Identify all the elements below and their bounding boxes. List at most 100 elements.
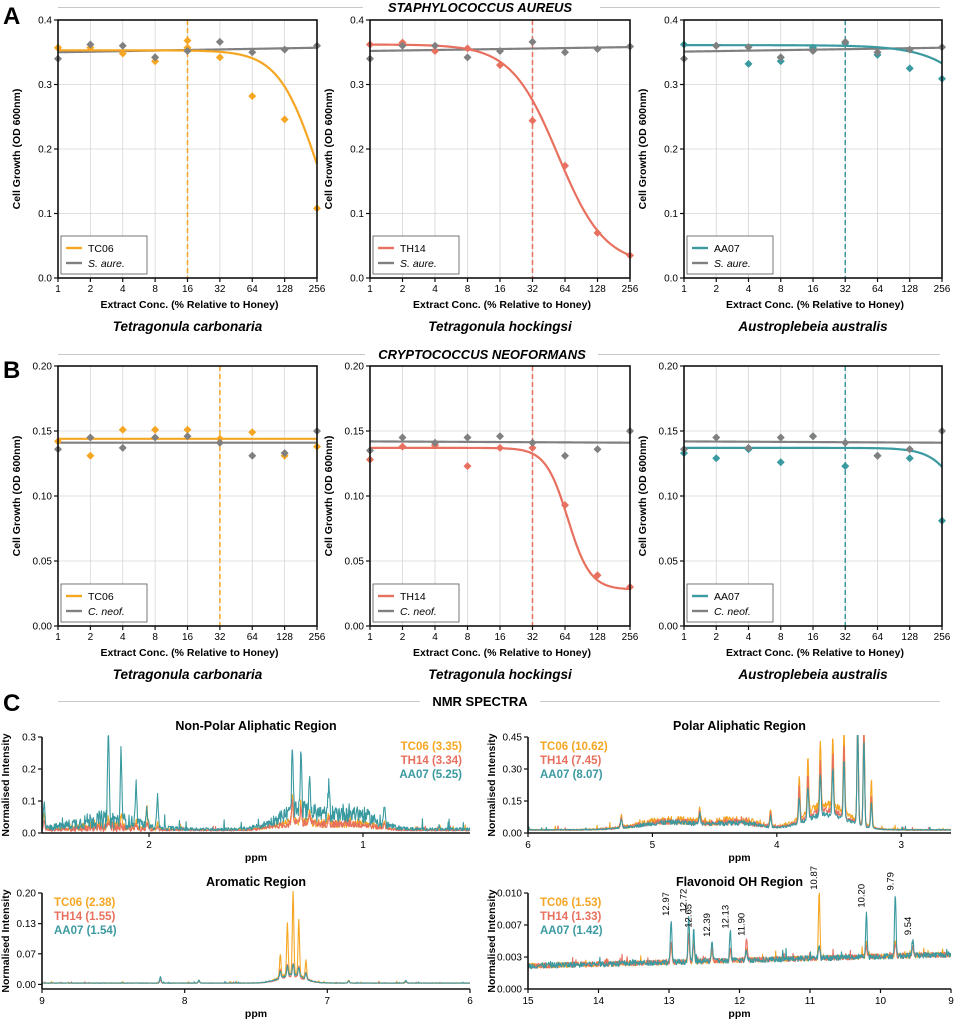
data-point [496, 432, 504, 441]
x-tick-label: 256 [934, 284, 951, 295]
data-point [528, 438, 537, 447]
x-tick-label: 6 [525, 840, 531, 851]
y-tick-label: 0.05 [33, 557, 53, 568]
x-tick-label: 16 [807, 632, 819, 643]
nmr-chart-c-flavonoid: 0.000 0.003 0.007 0.010 15 14 13 12 11 10 9 ppm Norm… [486, 866, 954, 1020]
legend-label: AA07 [714, 243, 740, 255]
y-tick-label: 0.13 [17, 919, 37, 930]
x-axis-label: Extract Conc. (% Relative to Honey) [101, 647, 279, 659]
dose-response-chart-b-tc06: 1 2 4 8 16 32 64 128 256 0.00 0.05 0.10 0.15 0.20 Extr… [11, 362, 326, 683]
y-tick-label: 0.3 [38, 80, 52, 91]
x-tick-label: 16 [494, 632, 506, 643]
x-tick-label: 4 [432, 632, 438, 643]
legend-label: S. aure. [88, 258, 125, 270]
data-point [431, 41, 439, 50]
x-tick-label: 4 [432, 284, 438, 295]
y-tick-label: 0.000 [497, 985, 522, 996]
legend-box [60, 235, 148, 275]
legend-entry: AA07 (8.07) [540, 769, 603, 781]
y-tick-label: 0.00 [17, 980, 37, 991]
legend-box [372, 583, 460, 623]
data-point [841, 438, 850, 447]
x-axis-label: Extract Conc. (% Relative to Honey) [413, 647, 591, 659]
data-point [593, 571, 602, 580]
chart-title: Non-Polar Aliphatic Region [175, 719, 336, 733]
x-tick-label: 13 [663, 996, 675, 1007]
x-tick-label: 64 [559, 632, 571, 643]
y-tick-label: 0.1 [664, 209, 678, 220]
x-tick-label: 1 [55, 632, 61, 643]
spectra-group [42, 735, 470, 833]
fit-curve-c-neof- [683, 440, 943, 444]
y-tick-label: 0.1 [22, 797, 36, 808]
x-tick-label: 11 [805, 996, 816, 1007]
data-point [809, 46, 817, 55]
x-axis-label: ppm [245, 1008, 267, 1020]
data-point [561, 48, 569, 57]
data-point [528, 443, 537, 452]
data-point [151, 425, 160, 434]
data-point [744, 443, 753, 452]
x-tick-label: 16 [494, 284, 506, 295]
y-tick-label: 0.4 [350, 16, 364, 27]
data-point [873, 48, 882, 57]
x-tick-label: 4 [120, 632, 126, 643]
x-tick-label: 64 [872, 284, 884, 295]
x-tick-label: 256 [934, 632, 951, 643]
x-tick-label: 2 [400, 632, 406, 643]
x-tick-label: 32 [214, 284, 226, 295]
data-point [905, 445, 914, 454]
y-tick-label: 0.20 [33, 362, 53, 373]
panel-letter-c: C [3, 690, 20, 717]
data-point [86, 433, 95, 442]
data-point [776, 433, 785, 442]
x-tick-label: 2 [88, 284, 94, 295]
y-tick-label: 0.0 [22, 829, 36, 840]
fit-curve-c-neof- [369, 440, 631, 444]
y-tick-label: 0.10 [33, 492, 53, 503]
legend-box [686, 583, 774, 623]
y-tick-label: 0.00 [659, 622, 679, 633]
data-point [183, 432, 192, 441]
y-tick-label: 0.003 [497, 953, 522, 964]
y-tick-label: 0.3 [350, 80, 364, 91]
x-tick-label: 64 [247, 632, 259, 643]
data-point [496, 61, 504, 70]
x-tick-label: 10 [875, 996, 887, 1007]
y-tick-label: 0.00 [33, 622, 53, 633]
y-tick-label: 0.15 [503, 797, 523, 808]
legend-entry: TH14 (7.45) [540, 755, 602, 767]
y-axis-label: Normalised Intensity [0, 889, 12, 992]
data-point [496, 46, 504, 55]
data-point [215, 438, 224, 447]
spectrum-th14 [528, 934, 951, 970]
nmr-chart-c-aromatic: 0.00 0.07 0.13 0.20 9 8 7 6 ppm Normalised Intens… [0, 875, 473, 1020]
y-tick-label: 0.0 [664, 274, 678, 285]
peak-label: 10.87 [809, 866, 820, 890]
data-point [398, 442, 407, 451]
x-tick-label: 2 [400, 284, 406, 295]
y-axis-label: Cell Growth (OD 600nm) [323, 89, 335, 210]
y-tick-label: 0.15 [345, 427, 365, 438]
spectrum-aa07 [42, 735, 470, 832]
x-tick-label: 1 [681, 284, 687, 295]
species-label: Tetragonula carbonaria [113, 667, 263, 682]
x-tick-label: 256 [622, 632, 639, 643]
x-tick-label: 6 [467, 996, 473, 1007]
panel-letter-a: A [3, 3, 20, 30]
x-tick-label: 9 [39, 996, 45, 1007]
data-point [280, 45, 289, 54]
peak-label: 12.72 [679, 889, 690, 913]
y-axis-label: Normalised Intensity [486, 889, 498, 992]
x-tick-label: 5 [650, 840, 656, 851]
legend-label: TH14 [400, 243, 426, 255]
x-tick-label: 128 [589, 632, 606, 643]
y-tick-label: 0.30 [503, 765, 523, 776]
dose-response-chart-a-th14: 1 2 4 8 16 32 64 128 256 0.0 0.1 0.2 0.3 0.4 Extract C… [323, 16, 639, 335]
y-tick-label: 0.4 [38, 16, 52, 27]
y-axis-label: Cell Growth (OD 600nm) [637, 89, 649, 210]
section-A-header: A STAPHYLOCOCCUS AUREUS [3, 0, 940, 30]
data-point [431, 438, 439, 447]
x-tick-label: 32 [840, 632, 852, 643]
